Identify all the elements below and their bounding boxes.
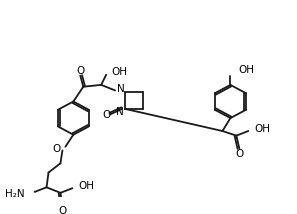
Text: O: O bbox=[52, 144, 61, 154]
Text: N: N bbox=[117, 85, 125, 95]
Text: O: O bbox=[102, 110, 110, 120]
Text: OH: OH bbox=[254, 124, 270, 134]
Text: O: O bbox=[58, 206, 67, 214]
Text: OH: OH bbox=[78, 181, 94, 191]
Text: O: O bbox=[235, 149, 244, 159]
Text: O: O bbox=[76, 66, 84, 76]
Text: OH: OH bbox=[238, 65, 254, 75]
Text: OH: OH bbox=[111, 67, 127, 77]
Text: N: N bbox=[116, 107, 124, 117]
Text: H₂N: H₂N bbox=[5, 189, 25, 199]
